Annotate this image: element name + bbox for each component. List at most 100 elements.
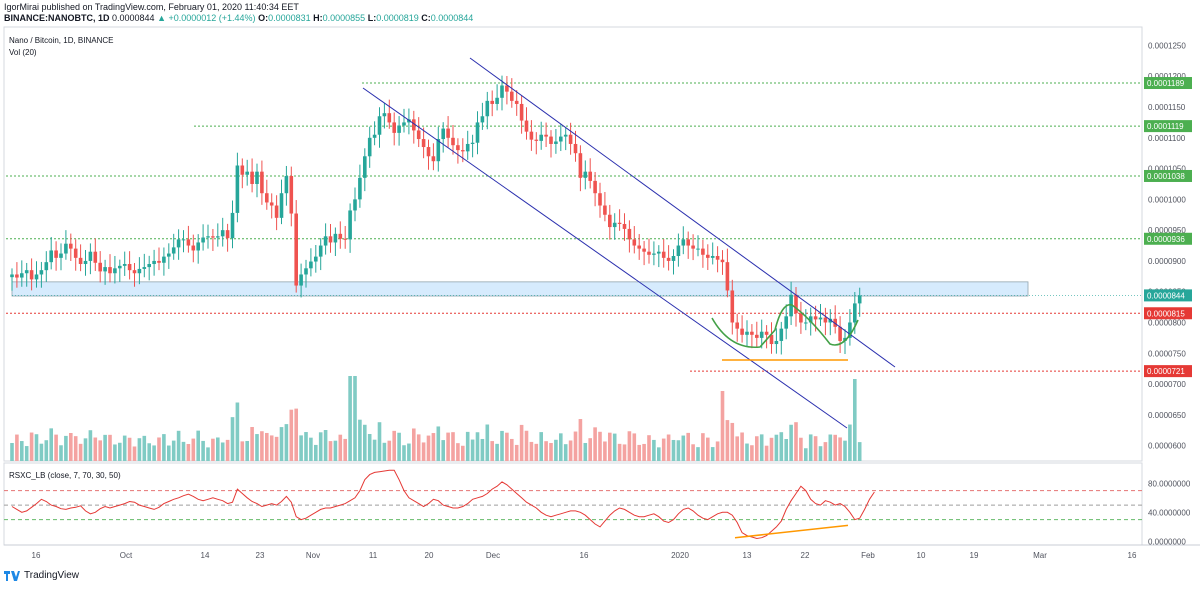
volume-bar	[230, 417, 235, 461]
candle-body	[681, 239, 686, 246]
volume-bar	[818, 446, 823, 461]
volume-bar	[549, 442, 553, 461]
candle-body	[289, 175, 294, 214]
candle-body	[387, 113, 392, 123]
candle-body	[416, 130, 421, 140]
candle-body	[269, 202, 274, 206]
candle-body	[750, 331, 754, 335]
candle-body	[191, 245, 196, 251]
volume-bar	[64, 435, 68, 461]
close-label: C:	[421, 13, 431, 23]
x-tick-label: 16	[580, 551, 589, 560]
low-label: L:	[367, 13, 377, 23]
volume-bar	[88, 430, 93, 461]
volume-bar	[853, 379, 857, 461]
volume-bar	[392, 430, 396, 461]
volume-bar	[804, 448, 808, 461]
level-label: 0.0000721	[1147, 367, 1185, 376]
candle-body	[549, 136, 553, 144]
level-label-box	[1144, 232, 1192, 245]
oscillator-pane-frame	[3, 462, 1143, 546]
volume-bar	[211, 438, 215, 461]
candle-body	[666, 257, 671, 261]
volume-bar	[250, 427, 254, 461]
open-value: 0.0000831	[268, 13, 311, 23]
volume-bar	[377, 422, 382, 461]
volume-bar	[505, 432, 509, 461]
volume-bar	[171, 440, 176, 461]
candle-body	[529, 131, 534, 140]
volume-bar	[299, 435, 303, 461]
volume-bar	[696, 447, 700, 461]
candle-body	[612, 222, 617, 228]
candle-body	[132, 270, 137, 274]
candle-body	[421, 139, 426, 148]
candle-body	[451, 137, 455, 146]
candle-body	[725, 262, 730, 291]
volume-bar	[294, 408, 298, 461]
x-tick-label: 16	[1128, 551, 1137, 560]
volume-bar	[421, 442, 426, 461]
candle-body	[49, 250, 53, 263]
candle-body	[69, 243, 73, 249]
volume-bar	[657, 447, 661, 461]
volume-bar	[274, 436, 279, 461]
candle-body	[157, 260, 161, 263]
volume-bar	[343, 438, 347, 461]
x-tick-label: 10	[917, 551, 926, 560]
candle-body	[710, 256, 715, 258]
volume-bar	[103, 434, 107, 461]
volume-bar	[152, 445, 156, 461]
candle-body	[568, 134, 573, 144]
candle-body	[588, 171, 592, 181]
candle-body	[456, 145, 460, 151]
volume-bar	[10, 443, 14, 461]
volume-bar	[162, 434, 166, 461]
volume-bar	[725, 420, 730, 461]
candle-body	[333, 233, 338, 243]
candle-body	[524, 120, 529, 132]
volume-bar	[563, 444, 568, 461]
volume-bar	[617, 443, 622, 461]
y-tick-label: 0.0001200	[1148, 72, 1186, 81]
candle-body	[539, 134, 543, 141]
candle-body	[647, 251, 651, 255]
footer-brand[interactable]: TradingView	[24, 570, 80, 581]
candle-body	[348, 210, 352, 240]
volume-bar	[113, 444, 117, 461]
volume-bar	[54, 434, 58, 461]
volume-bar	[622, 444, 627, 461]
volume-bar	[495, 443, 499, 461]
candle-body	[627, 228, 632, 240]
candle-body	[794, 294, 798, 314]
volume-bar	[559, 433, 563, 461]
volume-bar	[857, 442, 862, 461]
publish-info: IgorMirai published on TradingView.com, …	[4, 2, 299, 12]
candle-body	[338, 233, 343, 239]
volume-bar	[118, 442, 122, 461]
candle-body	[402, 122, 406, 126]
oscillator-y-tick: 40.0000000	[1148, 508, 1191, 517]
candle-body	[216, 236, 220, 238]
volume-bar	[769, 437, 774, 461]
volume-bar	[78, 443, 83, 461]
chart-canvas[interactable]: Nano / Bitcoin, 1D, BINANCE Vol (20) 0.000…	[0, 0, 1200, 566]
symbol-ohlc-line: BINANCE:NANOBTC, 1D 0.0000844 ▲ +0.00000…	[4, 13, 473, 23]
volume-bar	[745, 443, 749, 461]
candle-body	[318, 245, 323, 257]
candle-body	[598, 193, 602, 206]
y-tick-label: 0.0001100	[1148, 134, 1186, 143]
candle-body	[686, 239, 690, 246]
oscillator-line	[11, 469, 875, 540]
candle-body	[98, 262, 102, 272]
candle-body	[255, 171, 259, 184]
candle-body	[848, 322, 852, 338]
volume-bar	[583, 442, 588, 461]
volume-bar	[167, 445, 171, 461]
candle-body	[250, 171, 254, 184]
y-tick-label: 0.0000800	[1148, 318, 1186, 327]
candle-body	[367, 137, 372, 157]
support-zone	[11, 281, 1029, 297]
candle-body	[573, 143, 578, 154]
candle-body	[823, 317, 828, 323]
